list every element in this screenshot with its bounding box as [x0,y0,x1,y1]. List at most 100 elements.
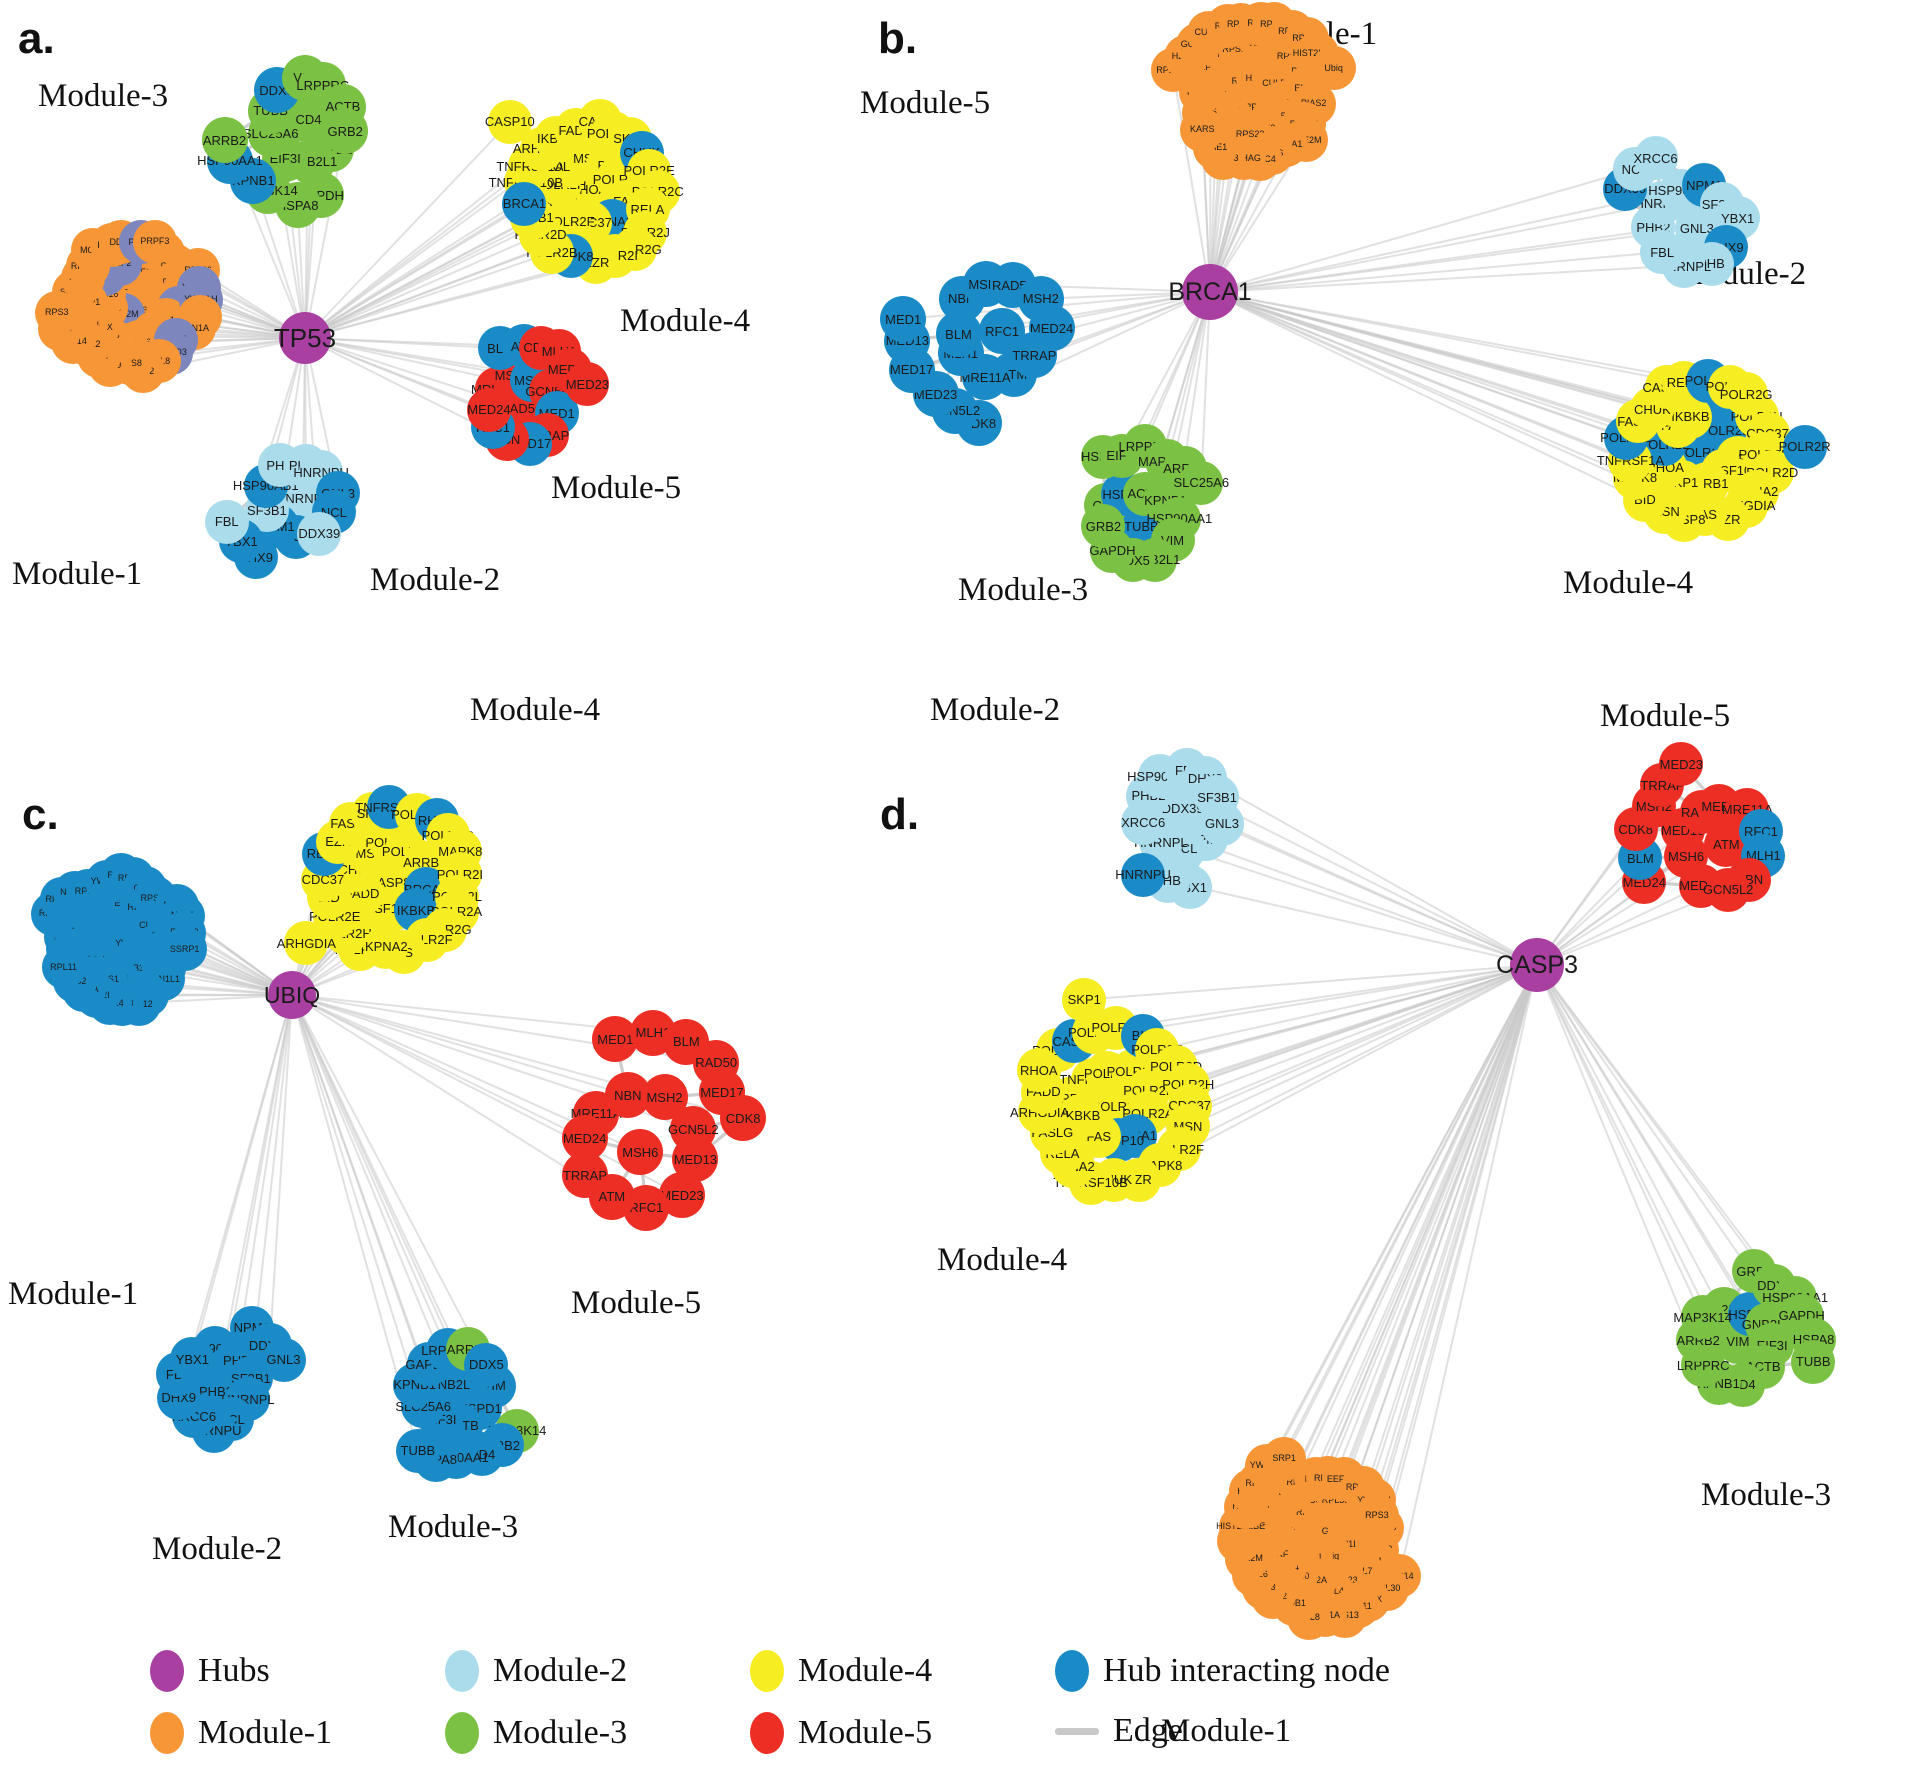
node-a-m2-FBL[interactable]: FBL [204,499,249,544]
node-label: RPS3 [44,307,69,318]
module-label-b-module-4: Module-4 [1563,565,1694,601]
node-a-m5-MED23[interactable]: MED23 [565,362,610,407]
node-d-m5-MED23[interactable]: MED23 [1659,742,1704,787]
node-c-m1-SSRP1[interactable]: SSRP1 [162,927,207,972]
node-label: SRP1 [1272,1453,1296,1464]
node-c-m2-YBX1[interactable]: YBX1 [170,1337,215,1382]
legend-label-hub-interacting-node: Hub interacting node [1103,1652,1391,1689]
legend-swatch-module-5 [750,1712,784,1754]
node-label: YBX1 [1721,210,1755,226]
node-c-m2-GNL3[interactable]: GNL3 [261,1337,306,1382]
legend: Hubs Module-1 Module-2 Module-3 Module-4 Modu… [150,1650,1390,1770]
hub-node-tp53[interactable]: TP53 [274,312,336,364]
node-c-m3-DDX5[interactable]: DDX5 [464,1342,509,1387]
node-c-m5-MSH6[interactable]: MSH6 [617,1129,664,1176]
node-label: FBL [214,514,239,530]
hub-node-brca1[interactable]: BRCA1 [1168,264,1252,320]
node-d-m3-TUBB[interactable]: TUBB [1791,1339,1836,1384]
panel-label-b: b. [878,14,918,63]
legend-item-module-3: Module-3 [445,1712,627,1754]
panel-label-c: c. [22,790,59,839]
node-label: RPS3 [1365,1510,1389,1521]
node-c-m1-RPL11[interactable]: RPL11 [41,945,86,990]
node-label: SLC25A6 [1173,475,1230,491]
node-label: RPL11 [50,961,77,972]
node-a-m1-PRPF3[interactable]: PRPF3 [132,219,177,264]
node-a-m5-MED24[interactable]: MED24 [466,387,511,432]
node-a-m4-BRCA1[interactable]: BRCA1 [502,181,547,226]
node-label: MED13 [673,1151,718,1167]
hub-node-casp3[interactable]: CASP3 [1496,938,1578,992]
node-label: RFC1 [629,1200,664,1216]
legend-item-edge: Edge [1055,1712,1183,1750]
node-c-m5-MED24[interactable]: MED24 [561,1115,608,1162]
node-c-m3-TUBB[interactable]: TUBB [395,1428,440,1473]
node-label: TUBB [400,1443,436,1459]
node-label: RFC1 [985,323,1020,339]
node-a-m2-DDX39[interactable]: DDX39 [297,511,342,556]
node-b-m1-KARS[interactable]: KARS [1180,107,1225,152]
node-label: BLM [945,326,972,342]
node-label: MED24 [562,1130,607,1146]
node-label: CDK8 [725,1110,761,1126]
module-label-c-module-3: Module-3 [388,1509,519,1545]
node-a-m4-CASP10[interactable]: CASP10 [485,99,535,144]
node-b-m5-MED1[interactable]: MED1 [880,296,927,343]
module-label-a-module-4: Module-4 [620,303,751,339]
node-label: MAP3K14 [1673,1309,1732,1325]
node-label: TRRAP [562,1167,608,1183]
node-label: MED17 [889,362,934,378]
legend-label-module-4: Module-4 [798,1652,933,1689]
node-b-m3-SLC25A6[interactable]: SLC25A6 [1173,460,1229,505]
node-b-m3-GRB2[interactable]: GRB2 [1081,504,1126,549]
module-label-a-module-2: Module-2 [370,562,501,598]
node-d-m1-SRP1[interactable]: SRP1 [1262,1436,1307,1481]
module-label-a-module-3: Module-3 [38,78,169,114]
node-b-m2-FBL[interactable]: FBL [1640,230,1685,274]
node-label: BLM [672,1034,700,1050]
node-label: XRCC6 [1633,150,1678,166]
node-label: GRB2 [327,123,363,139]
node-label: CASP3 [1496,950,1578,979]
node-b-m1-Ubiq[interactable]: Ubiq [1311,46,1356,91]
node-label: GRB2 [1085,518,1122,534]
node-d-m5-GCN5L2[interactable]: GCN5L2 [1703,867,1753,912]
node-label: TUBB [1795,1354,1831,1369]
node-label: FBL [1650,244,1675,260]
node-label: TP53 [273,323,337,353]
node-c-m4-ARHGDIA[interactable]: ARHGDIA [277,921,336,966]
node-b-m4-POLR2R[interactable]: POLR2R [1779,424,1831,469]
module-label-c-module-4: Module-4 [470,692,601,728]
node-label: XRCC6 [1121,815,1166,831]
legend-swatch-hubs [150,1650,184,1692]
node-d-m4-RHOA[interactable]: RHOA [1016,1048,1061,1093]
node-a-m3-ARRB2[interactable]: ARRB2 [201,117,248,164]
legend-swatch-module-2 [445,1650,479,1692]
node-d-m2-GNL3[interactable]: GNL3 [1200,801,1244,846]
panel-label-d: d. [880,790,920,839]
node-label: KARS [1190,124,1215,135]
node-label: RAD50 [695,1055,738,1071]
node-c-m5-CDK8[interactable]: CDK8 [720,1095,767,1142]
node-label: MSH6 [622,1144,659,1160]
node-b-m4-POLR2G[interactable]: POLR2G [1720,372,1773,417]
node-a-m3-GRB2[interactable]: GRB2 [322,108,369,155]
legend-swatch-module-3 [445,1712,479,1754]
node-label: YBX1 [175,1351,209,1367]
node-d-m3-MAP3K14[interactable]: MAP3K14 [1673,1295,1732,1340]
node-label: DDX5 [469,1357,504,1373]
node-label: MED24 [467,402,511,418]
node-d-m4-SKP1[interactable]: SKP1 [1062,977,1107,1022]
hub-node-ubiq[interactable]: UBIQ [264,971,320,1019]
legend-swatch-module-1 [150,1712,184,1754]
node-b-m2-XRCC6[interactable]: XRCC6 [1633,136,1678,181]
node-d-m2-HNRNPU[interactable]: HNRNPU [1115,852,1171,897]
node-c-m4-KPNA2[interactable]: KPNA2 [364,924,409,969]
legend-edge-swatch [1055,1727,1099,1735]
module-label-b-module-5: Module-5 [860,85,991,121]
node-a-m1-RPS3[interactable]: RPS3 [34,290,79,335]
node-label: ATM [598,1189,626,1205]
node-d-m1-RPS3[interactable]: RPS3 [1354,1493,1399,1538]
node-b-m5-TRRAP[interactable]: TRRAP [1011,332,1058,379]
